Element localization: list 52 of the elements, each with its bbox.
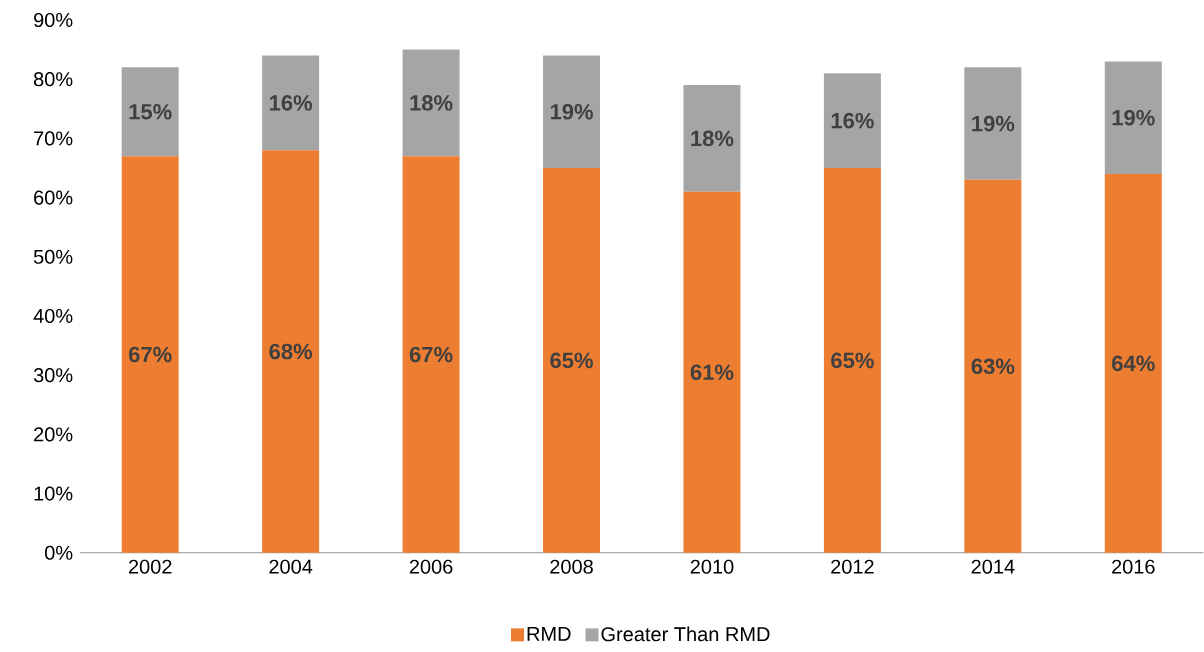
bar [1104,174,1162,553]
data-label: 67% [129,346,172,363]
bar [964,179,1022,553]
data-label: 18% [410,95,453,111]
data-label: 16% [270,95,313,111]
bar [262,150,320,553]
data-label: 15% [129,104,172,120]
data-label: 19% [550,104,593,120]
x-tick-label: 2012 [831,559,874,574]
data-label: 63% [971,358,1015,375]
y-tick-label: 30% [33,368,73,383]
bar [402,156,460,553]
y-tick-label: 0% [44,545,73,560]
bar [543,168,601,553]
y-tick-label: 10% [34,486,73,501]
bar [121,156,179,553]
x-tick-label: 2014 [971,559,1015,574]
y-tick-label: 60% [34,190,73,205]
y-tick-label: 50% [33,249,73,264]
x-tick-label: 2016 [1112,559,1155,574]
data-label: 68% [269,343,313,360]
bar [262,55,320,151]
bar [402,49,460,157]
y-tick-label: 80% [33,72,73,87]
bar [823,168,881,553]
data-label: 19% [972,115,1015,132]
data-label: 67% [409,346,453,363]
y-tick-label: 40% [33,309,73,324]
data-label: 19% [1112,110,1155,126]
bar [823,73,881,169]
legend-label: RMD [527,627,571,641]
data-label: 18% [691,130,734,147]
bar [543,55,601,169]
bar [683,191,741,553]
legend-label: Greater Than RMD [601,626,770,642]
x-tick-label: 2008 [550,559,593,574]
x-tick-label: 2004 [269,559,313,574]
data-label: 64% [1112,355,1155,372]
x-tick-label: 2002 [128,559,172,574]
y-tick-label: 20% [34,427,73,442]
data-label: 65% [831,352,874,369]
data-label: 61% [690,364,734,381]
y-tick-label: 70% [34,131,73,146]
data-label: 16% [831,112,874,129]
y-tick-label: 90% [34,13,73,28]
bar [683,85,741,192]
bar [121,67,179,157]
x-tick-label: 2006 [409,559,453,574]
bar [964,67,1022,180]
bar [1104,61,1162,175]
x-tick-label: 2010 [690,559,734,574]
data-label: 65% [550,352,593,369]
